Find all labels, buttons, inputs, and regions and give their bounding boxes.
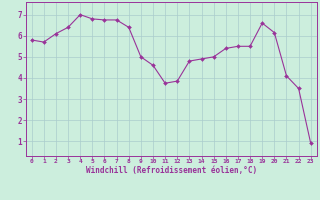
X-axis label: Windchill (Refroidissement éolien,°C): Windchill (Refroidissement éolien,°C): [86, 166, 257, 175]
